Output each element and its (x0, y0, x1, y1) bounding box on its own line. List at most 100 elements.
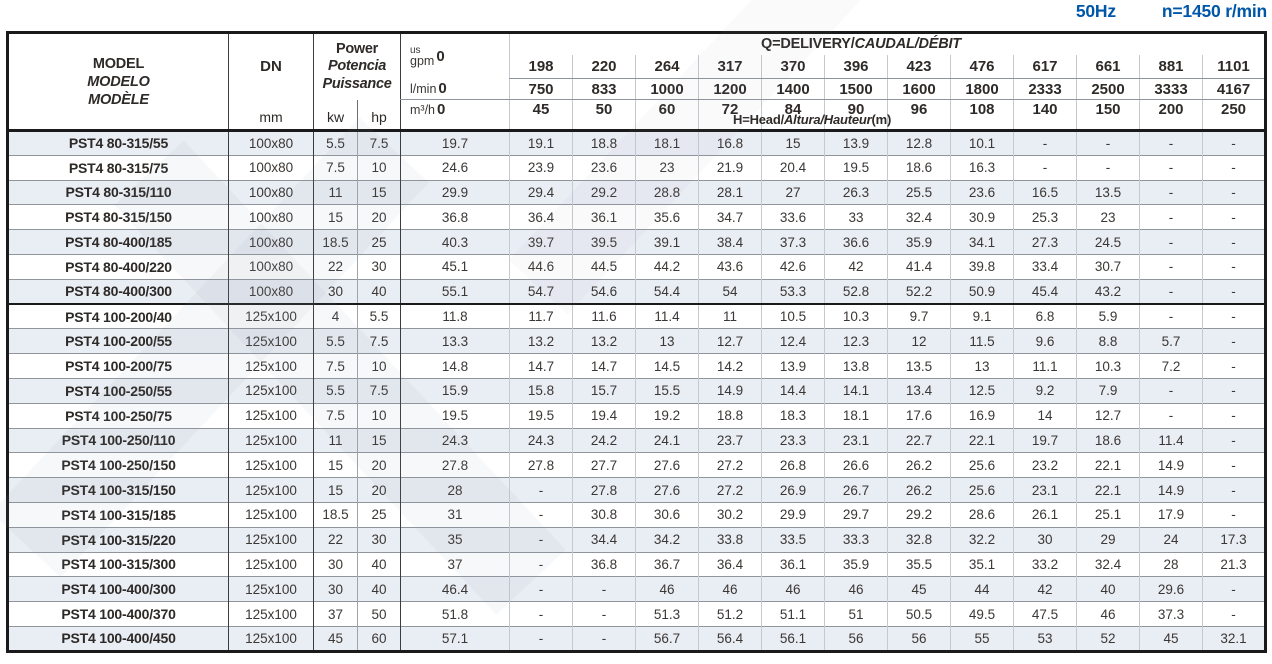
head-value-cell: 17.6 (887, 403, 951, 429)
dn-cell: 100x80 (228, 155, 314, 181)
head-value-cell: 18.6 (1076, 428, 1140, 453)
head-value-cell: 19.1 (509, 130, 573, 156)
lmin-flow-value: 1500 (824, 78, 888, 100)
head-value-cell: 12.7 (1076, 403, 1140, 429)
table-row: PST4 80-315/55 100x80 5.5 7.5 19.7 19.1 18.8 18… (7, 130, 1266, 156)
model-cell: PST4 100-250/75 (65, 407, 172, 424)
head-value-cell: 30.6 (635, 502, 699, 528)
head-value-cell: 26.7 (824, 477, 888, 503)
head-value-cell: 45.4 (1013, 279, 1077, 305)
hp-unit-cell: hp (357, 99, 401, 131)
lmin-flow-value: 2500 (1076, 78, 1140, 100)
head-value-cell: - (1202, 502, 1266, 528)
model-cell: PST4 80-400/300 (65, 283, 172, 300)
head-value-cell: - (509, 576, 573, 602)
head-value-cell: 23.2 (1013, 452, 1077, 478)
model-cell: PST4 100-250/110 (61, 432, 176, 449)
table-row: PST4 80-400/220 100x80 22 30 45.1 44.6 44.5 44.… (7, 254, 1266, 280)
m3h-flow-value: 140 (1013, 99, 1077, 131)
head-value-cell: - (1139, 130, 1203, 156)
head-value-cell: 10.3 (824, 304, 888, 329)
head-value-cell: 17.9 (1139, 502, 1203, 528)
head-value-cell: 20.4 (761, 155, 825, 181)
head-value-cell: 27.6 (635, 477, 699, 503)
head-value-cell: 46 (761, 576, 825, 602)
head-value-cell: 24.3 (400, 428, 510, 453)
head-value-cell: 15.7 (572, 378, 636, 404)
head-value-cell: 34.2 (635, 527, 699, 553)
gpm-flow-value: 317 (698, 54, 762, 79)
head-value-cell: 21.3 (1202, 552, 1266, 577)
gpm-flow-value: 476 (950, 54, 1014, 79)
model-cell: PST4 100-315/150 (61, 482, 176, 499)
head-value-cell: 26.1 (1013, 502, 1077, 528)
head-value-cell: 54.6 (572, 279, 636, 305)
head-value-cell: 29.9 (761, 502, 825, 528)
kw-cell: 18.5 (313, 229, 358, 255)
head-value-cell: 37.3 (1139, 601, 1203, 627)
table-row: PST4 100-200/40 125x100 4 5.5 11.8 11.7 11.6 11… (7, 304, 1266, 329)
delivery-label-en: Q=DELIVERY/ (761, 36, 855, 53)
head-value-cell: 34.1 (950, 229, 1014, 255)
table-row: PST4 80-315/110 100x80 11 15 29.9 29.4 29.2 28.… (7, 180, 1266, 205)
head-value-cell: 39.1 (635, 229, 699, 255)
model-cell: PST4 100-250/150 (61, 457, 176, 474)
head-value-cell: 32.1 (1202, 626, 1266, 652)
head-value-cell: 13.9 (824, 130, 888, 156)
kw-cell: 30 (313, 279, 358, 305)
head-value-cell: 14.8 (400, 353, 510, 379)
kw-cell: 30 (313, 552, 358, 577)
head-value-cell: 32.4 (887, 204, 951, 230)
head-value-cell: 45 (887, 576, 951, 602)
head-value-cell: 44.5 (572, 254, 636, 280)
performance-table: MODEL MODELO MODÈLE DN Power Potencia Pu… (6, 31, 1267, 653)
kw-cell: 5.5 (313, 378, 358, 404)
head-value-cell: 46 (824, 576, 888, 602)
head-value-cell: 56.1 (761, 626, 825, 652)
m3h-flow-value: 90 (824, 99, 888, 131)
head-value-cell: 30.7 (1076, 254, 1140, 280)
head-value-cell: - (1202, 428, 1266, 453)
head-value-cell: 30 (1013, 527, 1077, 553)
kw-unit-cell: kw (313, 99, 358, 131)
hp-cell: 30 (357, 254, 401, 280)
hp-cell: 10 (357, 155, 401, 181)
head-value-cell: - (1202, 477, 1266, 503)
lmin-flow-value: 1200 (698, 78, 762, 100)
head-value-cell: - (1139, 155, 1203, 181)
m3h-flow-value: 108 (950, 99, 1014, 131)
model-cell: PST4 100-250/55 (65, 382, 172, 399)
head-value-cell: 27.6 (635, 452, 699, 478)
head-value-cell: 45 (1139, 626, 1203, 652)
m3h-flow-value: 250 (1202, 99, 1266, 131)
head-value-cell: 28.1 (698, 180, 762, 205)
head-value-cell: 19.5 (509, 403, 573, 429)
m3h-unit-label: m³/h (410, 102, 435, 117)
head-value-cell: - (1076, 130, 1140, 156)
m3h-flow-value: 150 (1076, 99, 1140, 131)
m3h-flow-value: 96 (887, 99, 951, 131)
table-row: PST4 100-250/75 125x100 7.5 10 19.5 19.5 19.4 1… (7, 403, 1266, 429)
head-value-cell: 8.8 (1076, 328, 1140, 354)
head-value-cell: 18.3 (761, 403, 825, 429)
dn-cell: 100x80 (228, 180, 314, 205)
head-value-cell: - (1139, 229, 1203, 255)
table-row: PST4 80-315/150 100x80 15 20 36.8 36.4 36.1 35.… (7, 204, 1266, 230)
head-value-cell: 11.5 (950, 328, 1014, 354)
hp-cell: 15 (357, 180, 401, 205)
head-value-cell: 23.3 (761, 428, 825, 453)
head-value-cell: 42.6 (761, 254, 825, 280)
model-cell: PST4 80-400/220 (65, 258, 172, 275)
head-value-cell: 22.1 (1076, 477, 1140, 503)
hp-cell: 25 (357, 502, 401, 528)
head-value-cell: 11.7 (509, 304, 573, 329)
model-cell: PST4 80-315/75 (68, 159, 169, 176)
head-value-cell: 23.1 (1013, 477, 1077, 503)
delivery-header: Q=DELIVERY/CAUDAL/DÉBIT (509, 32, 1266, 55)
power-column-header: Power Potencia Puissance (313, 32, 401, 100)
head-value-cell: - (509, 552, 573, 577)
model-cell: PST4 80-315/55 (68, 135, 169, 152)
hp-cell: 7.5 (357, 328, 401, 354)
head-value-cell: 11.8 (400, 304, 510, 329)
head-value-cell: 36.4 (509, 204, 573, 230)
